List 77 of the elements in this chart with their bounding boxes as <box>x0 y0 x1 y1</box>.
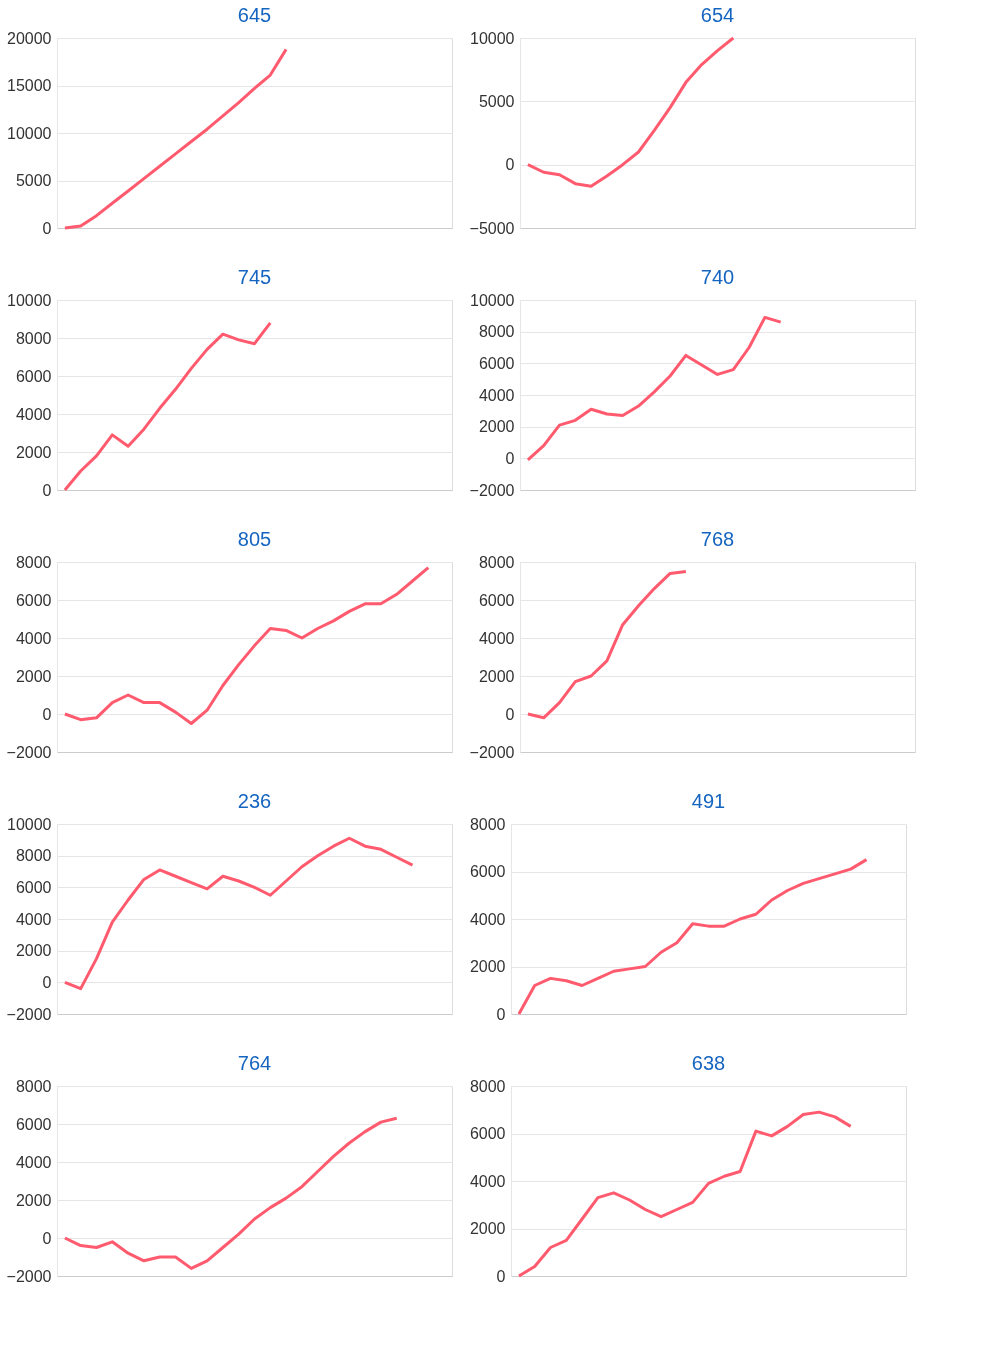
y-tick-label: −2000 <box>469 481 515 499</box>
chart-title: 638 <box>691 1052 726 1074</box>
y-tick-label: 8000 <box>15 847 52 865</box>
y-tick-label: −2000 <box>6 1005 52 1023</box>
chart-title: 745 <box>237 266 272 288</box>
y-tick-label: 0 <box>496 1267 506 1285</box>
chart-title: 654 <box>700 4 735 26</box>
y-tick-label: 8000 <box>15 553 52 571</box>
line-series <box>517 858 868 1016</box>
y-tick-label: −5000 <box>469 219 515 237</box>
y-tick-label: 10000 <box>7 124 52 142</box>
chart-title: 768 <box>700 528 735 550</box>
line-series <box>63 47 288 230</box>
y-tick-label: 0 <box>505 705 515 723</box>
y-tick-label: 2000 <box>15 942 52 960</box>
y-tick-label: 2000 <box>469 1220 506 1237</box>
y-tick-label: 10000 <box>470 29 515 47</box>
y-tick-label: 4000 <box>15 910 52 928</box>
y-tick-label: 4000 <box>478 629 515 647</box>
y-tick-label: 8000 <box>15 1077 52 1095</box>
y-tick-label: 6000 <box>469 1125 506 1142</box>
line-series <box>63 1116 399 1270</box>
y-tick-label: 0 <box>42 705 52 723</box>
y-tick-label: 20000 <box>7 29 52 47</box>
y-tick-label: 5000 <box>478 92 515 110</box>
y-tick-label: 2000 <box>478 667 515 685</box>
y-tick-label: 6000 <box>15 1115 52 1133</box>
y-tick-label: 0 <box>505 449 515 467</box>
y-tick-label: 8000 <box>15 329 52 347</box>
y-tick-label: 10000 <box>7 815 52 833</box>
y-tick-label: 0 <box>42 1229 52 1247</box>
chart-title: 236 <box>237 790 272 812</box>
line-series <box>526 315 783 462</box>
y-tick-label: 0 <box>505 156 515 174</box>
y-tick-label: 10000 <box>470 291 515 309</box>
y-tick-label: 6000 <box>15 591 52 609</box>
y-tick-label: 0 <box>42 219 52 237</box>
y-tick-label: 2000 <box>478 418 515 436</box>
y-tick-label: 2000 <box>469 958 506 975</box>
chart-title: 645 <box>237 4 272 26</box>
y-tick-label: 2000 <box>15 667 52 685</box>
line-series <box>63 836 414 991</box>
line-series <box>63 321 272 492</box>
y-tick-label: 4000 <box>478 386 515 404</box>
y-tick-label: −2000 <box>469 743 515 761</box>
line-series <box>517 1110 853 1278</box>
chart-title: 805 <box>237 528 272 550</box>
y-tick-label: 6000 <box>469 863 506 880</box>
line-series <box>526 570 688 720</box>
y-tick-label: 0 <box>42 481 52 499</box>
y-tick-label: 10000 <box>7 291 52 309</box>
y-tick-label: 4000 <box>469 1172 506 1190</box>
line-series <box>63 566 430 725</box>
y-tick-label: 6000 <box>478 591 515 609</box>
y-tick-label: −2000 <box>6 1267 52 1285</box>
y-tick-label: 6000 <box>15 367 52 385</box>
y-tick-label: 0 <box>42 973 52 991</box>
y-tick-label: 5000 <box>15 172 52 189</box>
chart-title: 740 <box>700 266 735 288</box>
y-tick-label: 15000 <box>7 77 52 94</box>
line-series <box>526 36 735 188</box>
y-tick-label: 8000 <box>478 323 515 341</box>
y-tick-label: 4000 <box>15 1153 52 1171</box>
y-tick-label: 6000 <box>15 878 52 896</box>
y-tick-label: 4000 <box>15 405 52 423</box>
chart-title: 491 <box>691 790 726 812</box>
y-tick-label: −2000 <box>6 743 52 761</box>
y-tick-label: 8000 <box>469 815 506 833</box>
y-tick-label: 8000 <box>478 553 515 571</box>
chart-title: 764 <box>237 1052 272 1074</box>
y-tick-label: 8000 <box>469 1077 506 1095</box>
y-tick-label: 6000 <box>478 354 515 372</box>
y-tick-label: 2000 <box>15 443 52 461</box>
y-tick-label: 2000 <box>15 1191 52 1209</box>
y-tick-label: 0 <box>496 1005 506 1023</box>
y-tick-label: 4000 <box>469 910 506 928</box>
y-tick-label: 4000 <box>15 629 52 647</box>
